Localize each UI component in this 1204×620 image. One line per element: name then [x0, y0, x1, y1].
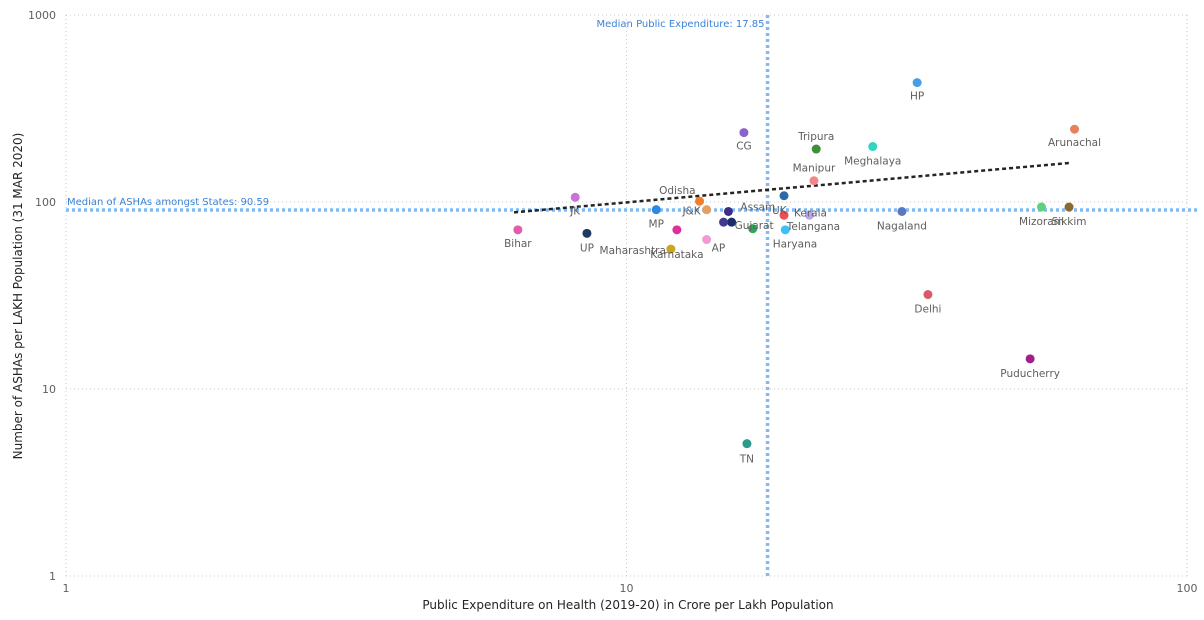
data-point-tripura[interactable]	[811, 144, 821, 154]
data-point-uk[interactable]	[779, 210, 789, 220]
point-label-gujarat: Gujarat	[735, 220, 774, 232]
x-tick-label: 1	[63, 582, 70, 595]
y-tick-label: 1	[49, 570, 56, 583]
data-point-ap[interactable]	[702, 235, 712, 245]
data-point-meghalaya[interactable]	[868, 142, 878, 152]
x-axis-title: Public Expenditure on Health (2019-20) i…	[422, 598, 833, 612]
data-point-maharashtra[interactable]	[666, 244, 676, 254]
data-point-tn[interactable]	[742, 439, 752, 449]
x-tick-label: 100	[1177, 582, 1198, 595]
grid-lines	[65, 14, 1188, 577]
point-label-sikkim: Sikkim	[1052, 216, 1087, 228]
data-point-gujarat[interactable]	[727, 217, 737, 227]
data-point-karnataka[interactable]	[672, 225, 682, 235]
point-label-manipur: Manipur	[793, 163, 836, 175]
point-label-nagaland: Nagaland	[877, 220, 927, 232]
y-axis-title: Number of ASHAs per LAKH Population (31 …	[11, 133, 25, 460]
data-point-sikkim[interactable]	[1064, 202, 1074, 212]
data-point-telangana[interactable]	[804, 210, 814, 220]
data-point-hp[interactable]	[912, 78, 922, 88]
median-expenditure-label: Median Public Expenditure: 17.85	[597, 19, 765, 30]
data-point-up[interactable]	[582, 228, 592, 238]
data-point-haryana[interactable]	[748, 224, 758, 234]
data-point-mizoram[interactable]	[1036, 202, 1046, 212]
point-labels: HP Arunachal CG Meghalaya Tripura Manipur Kera…	[504, 91, 1101, 466]
point-label-jk: JK	[569, 205, 581, 217]
data-point-puducherry[interactable]	[1025, 354, 1035, 364]
data-point-unlabeled[interactable]	[780, 225, 790, 235]
tick-labels: 1 10 100 1 10 100 1000	[28, 9, 1198, 595]
point-label-haryana: Haryana	[773, 239, 817, 251]
data-point-cg[interactable]	[739, 128, 749, 138]
data-points[interactable]	[513, 78, 1080, 449]
x-tick-label: 10	[620, 582, 634, 595]
data-point-mp[interactable]	[651, 205, 661, 215]
point-label-karnataka: Karnataka	[650, 249, 703, 261]
point-label-puducherry: Puducherry	[1000, 368, 1060, 380]
point-label-mizoram: Mizoram	[1019, 216, 1064, 228]
y-tick-label: 10	[42, 383, 56, 396]
point-label-tripura: Tripura	[797, 131, 834, 143]
point-label-assam: Assam	[740, 201, 775, 213]
point-label-odisha: Odisha	[659, 185, 695, 197]
data-point-jk[interactable]	[570, 192, 580, 202]
point-label-hp: HP	[910, 91, 924, 103]
data-point-j-k[interactable]	[702, 205, 712, 215]
point-label-maharashtra: Maharashtra	[600, 245, 666, 257]
data-point-manipur[interactable]	[809, 176, 819, 186]
median-ashas-label: Median of ASHAs amongst States: 90.59	[67, 197, 269, 208]
point-label-bihar: Bihar	[504, 238, 532, 250]
data-point-odisha[interactable]	[695, 196, 705, 206]
point-label-mp: MP	[649, 219, 664, 231]
y-tick-label: 1000	[28, 9, 56, 22]
point-label-arunachal: Arunachal	[1048, 137, 1101, 149]
data-point-bihar[interactable]	[513, 225, 523, 235]
data-point-arunachal[interactable]	[1070, 124, 1080, 134]
data-point-nagaland[interactable]	[897, 206, 907, 216]
trend-line	[513, 161, 1071, 214]
point-label-ap: AP	[712, 243, 726, 255]
data-point-assam[interactable]	[723, 206, 733, 216]
reference-lines: Median Public Expenditure: 17.85 Median o…	[66, 15, 1197, 576]
point-label-meghalaya: Meghalaya	[844, 156, 901, 168]
point-label-cg: CG	[736, 141, 751, 153]
point-label-j-k: J&K	[681, 206, 701, 218]
data-point-unlabeled[interactable]	[719, 217, 729, 227]
point-label-uk: UK	[772, 205, 788, 217]
point-label-telangana: Telangana	[786, 221, 840, 233]
point-label-delhi: Delhi	[914, 304, 941, 316]
data-point-delhi[interactable]	[923, 290, 933, 300]
y-tick-label: 100	[35, 196, 56, 209]
trend-line-group	[513, 161, 1071, 214]
point-label-kerala: Kerala	[794, 208, 827, 220]
point-label-up: UP	[580, 242, 594, 254]
data-point-kerala[interactable]	[779, 191, 789, 201]
point-label-tn: TN	[739, 454, 754, 466]
